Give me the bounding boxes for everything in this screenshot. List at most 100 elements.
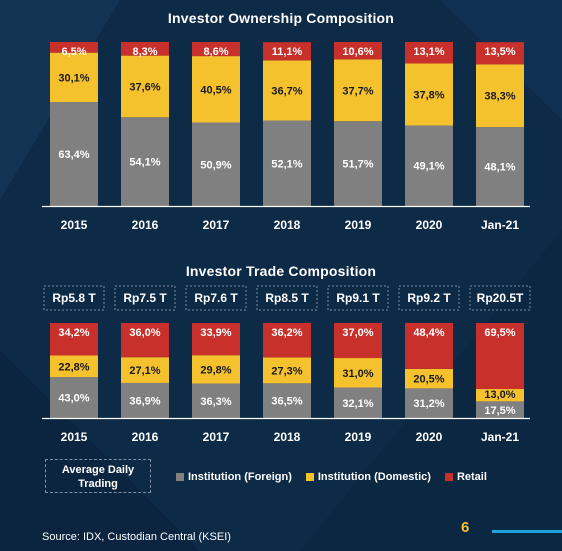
chart-legend: Institution (Foreign) Institution (Domes… [176,471,501,483]
trade-label-domestic-1: 27,1% [129,365,160,377]
legend-item-retail: Retail [444,471,487,483]
trade-label-retail-2: 33,9% [200,327,231,339]
trade-label-retail-3: 36,2% [271,327,302,339]
ownership-label-foreign-5: 49,1% [413,161,444,173]
ownership-label-foreign-2: 50,9% [200,159,231,171]
legend-label-foreign: Institution (Foreign) [188,471,292,483]
adt-value-1: Rp7.5 T [123,291,167,305]
ownership-bar-foreign-2 [192,122,240,206]
adt-box-0 [43,285,105,311]
trade-bar-retail-5 [405,322,453,369]
trade-label-domestic-4: 31,0% [342,368,373,380]
trade-label-retail-6: 69,5% [484,327,515,339]
adt-value-4: Rp9.1 T [336,291,380,305]
trade-label-foreign-6: 17,5% [484,405,515,417]
trade-bar-domestic-5 [405,368,453,389]
ownership-bar-foreign-1 [121,117,169,206]
ownership-chart-title: Investor Ownership Composition [167,10,395,26]
adt-value-5: Rp9.2 T [407,291,451,305]
ownership-label-retail-3: 11,1% [272,46,303,58]
trade-bar-domestic-1 [121,357,169,383]
trade-label-foreign-0: 43,0% [58,393,89,405]
ownership-bar-retail-1 [121,42,169,56]
trade-label-retail-4: 37,0% [342,327,373,339]
ownership-label-domestic-0: 30,1% [58,72,89,84]
trade-bar-foreign-1 [121,382,169,418]
ownership-label-domestic-3: 36,7% [271,85,302,97]
page-number: 6 [461,519,470,536]
ownership-bar-retail-4 [334,42,382,60]
adt-box-2 [185,285,247,311]
trade-bar-retail-3 [263,323,311,358]
ownership-bar-domestic-4 [334,59,382,122]
trade-bar-domestic-0 [50,355,98,378]
ownership-bar-domestic-0 [50,52,98,103]
trade-category-label-4: 2019 [345,430,372,444]
trade-label-domestic-3: 27,3% [271,365,302,377]
adt-box-4 [327,285,389,311]
trade-bar-domestic-2 [192,355,240,384]
legend-swatch-retail [444,473,453,481]
ownership-label-retail-6: 13,5% [484,46,515,58]
ownership-bar-domestic-1 [121,55,169,118]
trade-label-retail-5: 48,4% [413,327,444,339]
trade-label-foreign-2: 36,3% [200,396,231,408]
adt-value-3: Rp8.5 T [265,291,309,305]
ownership-label-foreign-3: 52,1% [271,158,302,170]
trade-bar-domestic-4 [334,358,382,388]
ownership-bar-foreign-3 [263,120,311,206]
trade-bar-foreign-3 [263,383,311,418]
trade-label-domestic-6: 13,0% [484,389,515,401]
ownership-bar-domestic-2 [192,56,240,123]
ownership-bar-domestic-6 [476,64,524,128]
trade-label-foreign-4: 32,1% [342,398,373,410]
ownership-bar-domestic-5 [405,63,453,126]
trade-bar-domestic-3 [263,357,311,384]
trade-category-label-5: 2020 [416,430,443,444]
adt-box-3 [256,285,318,311]
ownership-bar-foreign-6 [476,127,524,206]
legend-label-domestic: Institution (Domestic) [317,471,431,483]
legend-label-retail: Retail [456,471,487,483]
trade-label-retail-1: 36,0% [129,327,160,339]
trade-label-foreign-1: 36,9% [129,395,160,407]
adt-box-6 [469,285,531,311]
legend-item-foreign: Institution (Foreign) [176,471,292,483]
trade-bar-retail-0 [50,323,98,356]
ownership-bar-foreign-5 [405,125,453,206]
ownership-label-retail-2: 8,6% [203,46,228,58]
ownership-bar-retail-6 [476,42,524,65]
trade-label-foreign-5: 31,2% [413,398,444,410]
adt-value-0: Rp5.8 T [52,291,96,305]
ownership-category-label-1: 2016 [132,218,159,232]
ownership-label-foreign-1: 54,1% [129,157,160,169]
trade-bar-retail-1 [121,323,169,358]
ownership-label-retail-4: 10,6% [342,46,373,58]
trade-bar-domestic-6 [476,389,524,402]
adt-value-2: Rp7.6 T [194,291,238,305]
ownership-label-retail-5: 13,1% [413,46,444,58]
trade-bar-retail-4 [334,322,382,359]
legend-swatch-domestic [305,473,314,481]
ownership-label-foreign-6: 48,1% [484,162,515,174]
trade-label-domestic-2: 29,8% [200,364,231,376]
ownership-category-label-0: 2015 [61,218,88,232]
trade-category-label-3: 2018 [274,430,301,444]
ownership-bar-foreign-0 [50,102,98,206]
trade-label-domestic-5: 20,5% [413,374,444,386]
trade-category-label-6: Jan-21 [481,430,519,444]
ownership-bar-retail-0 [50,42,98,53]
source-note: Source: IDX, Custodian Central (KSEI) [42,531,231,543]
ownership-label-domestic-4: 37,7% [342,85,373,97]
ownership-label-foreign-0: 63,4% [58,149,89,161]
trade-category-label-2: 2017 [203,430,230,444]
ownership-category-label-6: Jan-21 [481,218,519,232]
trade-label-foreign-3: 36,5% [271,396,302,408]
legend-item-domestic: Institution (Domestic) [305,471,431,483]
trade-bar-foreign-5 [405,388,453,418]
trade-bar-retail-6 [476,323,524,390]
trade-label-domestic-0: 22,8% [58,361,89,373]
ownership-label-retail-0: 6,5% [61,46,86,58]
